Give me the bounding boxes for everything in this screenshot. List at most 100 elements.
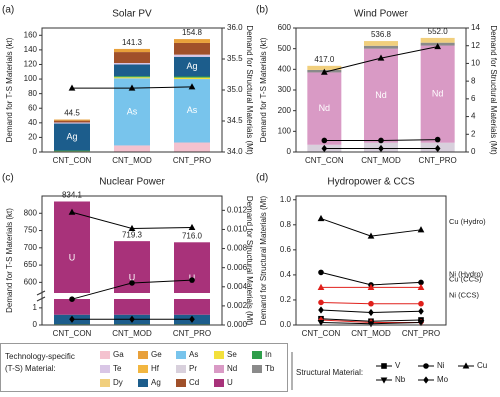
segment-label: Ag <box>186 61 197 71</box>
y-axis-label: Demand for Structural Materials (Mt) <box>259 195 268 325</box>
legend-label: Dy <box>113 378 123 387</box>
x-tick-label: CNT_CON <box>53 156 92 165</box>
bar-segment <box>364 41 398 46</box>
legend-title: Technology-specific <box>5 352 75 361</box>
y-tick-label: 0.8 <box>280 220 292 229</box>
y2-tick-label: 0.000 <box>227 320 248 329</box>
y-tick-label: 100 <box>278 126 292 135</box>
y2-tick-label: 4 <box>471 112 476 121</box>
x-tick-label: CNT_PRO <box>419 156 457 165</box>
panel-label: (c) <box>2 173 14 184</box>
y2-tick-label: 0.012 <box>227 205 248 214</box>
y2-tick-label: 35.0 <box>227 85 243 94</box>
marker <box>418 226 425 232</box>
segment-label: Ag <box>66 131 77 141</box>
y-tick-label: 0 <box>33 320 38 329</box>
y-tick-label: 0.4 <box>280 270 292 279</box>
bar-segment <box>174 143 210 152</box>
legend-label: Hf <box>151 364 160 373</box>
total-label: 141.3 <box>122 38 143 47</box>
bar-segment <box>114 145 150 152</box>
marker <box>368 321 375 327</box>
marker <box>322 138 328 144</box>
legend-swatch <box>176 379 186 387</box>
bar-segment <box>174 78 210 79</box>
marker <box>423 376 429 383</box>
marker <box>129 280 135 286</box>
y2-tick-label: 0.002 <box>227 301 248 310</box>
legend-label: Nb <box>395 375 406 384</box>
legend-label: Se <box>227 350 237 359</box>
legend-swatch <box>138 351 148 359</box>
y2-tick-label: 14 <box>471 23 480 32</box>
x-tick-label: CNT_CON <box>53 329 92 338</box>
y2-axis-label: Demand for Structural Materials (Mt) <box>245 25 254 155</box>
legend-swatch <box>100 351 110 359</box>
legend-label: Nd <box>227 364 237 373</box>
bar-segment <box>114 63 150 64</box>
y2-tick-label: 0.006 <box>227 263 248 272</box>
bar-segment <box>114 77 150 78</box>
marker <box>318 215 325 221</box>
segment-label: Nd <box>432 89 444 99</box>
legend-label: In <box>265 350 272 359</box>
marker <box>463 362 470 368</box>
legend-label: Ni <box>437 361 445 370</box>
y2-tick-label: 12 <box>471 41 480 50</box>
line-annotation: Cu (CCS) <box>449 274 482 283</box>
bar-segment <box>174 43 210 55</box>
total-label: 154.8 <box>182 28 203 37</box>
x-tick-label: CNT_MOD <box>351 329 391 338</box>
y-tick-label: 500 <box>278 44 292 53</box>
marker <box>418 308 424 315</box>
y-tick-label: 650 <box>24 260 38 269</box>
bar-segment <box>174 77 210 78</box>
marker <box>435 137 441 143</box>
panel-label: (d) <box>256 173 268 184</box>
legend-swatch <box>176 365 186 373</box>
y2-tick-label: 0.008 <box>227 244 248 253</box>
bar-segment <box>114 64 150 76</box>
marker <box>368 301 374 307</box>
total-label: 417.0 <box>314 55 335 64</box>
legend-swatch <box>100 365 110 373</box>
legend-label: U <box>227 378 233 387</box>
legend-label: Cu <box>477 361 487 370</box>
y-tick-label: 140 <box>24 45 38 54</box>
marker <box>318 284 325 290</box>
marker <box>69 296 75 302</box>
y-tick-label: 120 <box>24 60 38 69</box>
total-label: 719.3 <box>122 230 143 239</box>
y2-axis-label: Demand for Structural Materials (Mt) <box>489 25 498 155</box>
y-tick-label: 0.2 <box>280 295 292 304</box>
marker <box>368 309 374 316</box>
y2-tick-label: 6 <box>471 94 476 103</box>
legend-label: As <box>189 350 198 359</box>
panel-label: (b) <box>256 5 268 16</box>
legend-title: Structural Material: <box>296 368 363 377</box>
marker <box>381 363 387 369</box>
y2-tick-label: 2 <box>471 129 476 138</box>
y2-axis-label: Demand for Structural Materials (Mt) <box>245 196 254 326</box>
legend-swatch <box>214 379 224 387</box>
legend-swatch <box>252 365 262 373</box>
bar-segment <box>114 76 150 77</box>
legend-swatch <box>138 365 148 373</box>
panel-title: Nuclear Power <box>99 177 165 188</box>
y-axis-label: Demand for T-S Materials (kt) <box>259 37 268 142</box>
marker <box>418 301 424 307</box>
legend-swatch <box>138 379 148 387</box>
segment-label: As <box>127 106 138 116</box>
total-label: 44.5 <box>64 109 80 118</box>
legend-swatch <box>176 351 186 359</box>
total-label: 716.0 <box>182 231 203 240</box>
y-tick-label: 60 <box>28 103 37 112</box>
legend-label: Cd <box>189 378 199 387</box>
marker <box>318 270 324 276</box>
total-label: 834.1 <box>62 191 83 200</box>
y-tick-label: 40 <box>28 118 37 127</box>
marker <box>318 306 324 313</box>
x-tick-label: CNT_MOD <box>112 329 152 338</box>
marker <box>189 277 195 283</box>
